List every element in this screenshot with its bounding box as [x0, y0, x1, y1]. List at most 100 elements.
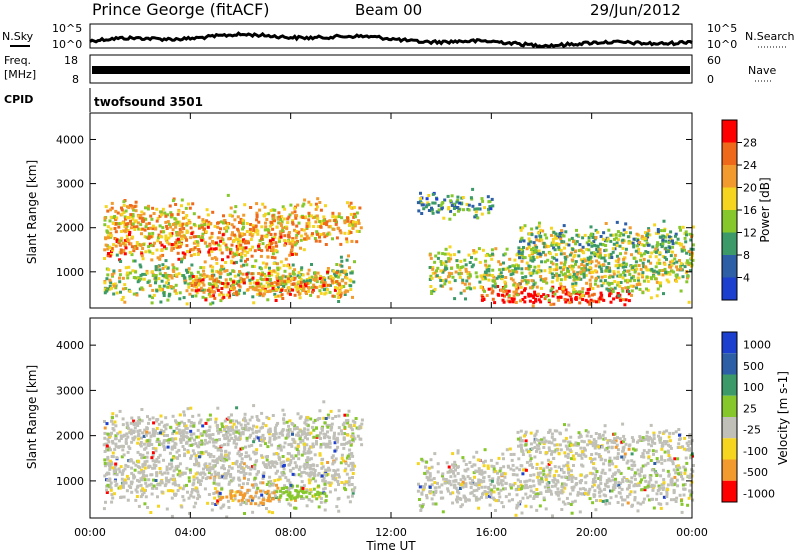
heatmap-cell [585, 291, 589, 295]
heatmap-cell [176, 212, 180, 216]
heatmap-cell [557, 273, 561, 277]
heatmap-cell [164, 247, 168, 251]
heatmap-cell [635, 283, 639, 287]
heatmap-cell [583, 266, 587, 270]
heatmap-cell [125, 234, 129, 238]
heatmap-cell [615, 241, 619, 245]
heatmap-cell [480, 485, 484, 489]
heatmap-cell [517, 246, 521, 250]
heatmap-cell [422, 487, 426, 491]
heatmap-cell [293, 206, 297, 210]
heatmap-cell [653, 223, 657, 227]
heatmap-cell [674, 273, 678, 277]
heatmap-cell [331, 281, 334, 285]
heatmap-cell [177, 430, 181, 434]
heatmap-cell [337, 289, 341, 293]
heatmap-cell [124, 287, 128, 290]
heatmap-cell [480, 294, 484, 298]
heatmap-cell [238, 434, 242, 437]
heatmap-cell [529, 265, 533, 268]
heatmap-cell [542, 279, 545, 283]
heatmap-cell [240, 457, 244, 461]
nsky-label: N.Sky [2, 30, 34, 43]
heatmap-cell [123, 252, 127, 256]
heatmap-cell [354, 215, 357, 219]
heatmap-cell [185, 431, 189, 435]
heatmap-cell [344, 269, 348, 273]
heatmap-cell [178, 454, 181, 458]
heatmap-cell [297, 468, 301, 472]
heatmap-cell [261, 439, 265, 443]
heatmap-cell [181, 432, 185, 436]
heatmap-cell [476, 216, 480, 220]
heatmap-cell [263, 274, 267, 278]
heatmap-cell [562, 240, 566, 244]
heatmap-cell [532, 250, 536, 254]
heatmap-cell [481, 277, 485, 281]
heatmap-cell [556, 487, 560, 491]
heatmap-cell [201, 295, 205, 299]
heatmap-cell [595, 248, 599, 251]
heatmap-cell [233, 252, 237, 256]
heatmap-cell [351, 472, 355, 475]
heatmap-cell [687, 300, 691, 304]
heatmap-cell [230, 436, 234, 440]
heatmap-cell [185, 441, 188, 445]
heatmap-cell [237, 292, 241, 296]
heatmap-cell [144, 225, 148, 229]
heatmap-cell [293, 243, 297, 247]
heatmap-cell [299, 284, 303, 288]
heatmap-cell [244, 241, 247, 245]
heatmap-cell [328, 423, 332, 427]
heatmap-cell [504, 495, 508, 499]
heatmap-cell [197, 248, 201, 252]
heatmap-cell [135, 293, 139, 297]
heatmap-cell [245, 436, 249, 440]
heatmap-cell [206, 213, 210, 217]
heatmap-cell [452, 471, 455, 475]
heatmap-cell [116, 211, 120, 215]
heatmap-cell [109, 486, 113, 490]
heatmap-cell [554, 253, 558, 257]
heatmap-cell [596, 244, 600, 248]
heatmap-cell [123, 478, 127, 482]
heatmap-cell [642, 265, 646, 269]
heatmap-cell [468, 261, 472, 264]
heatmap-cell [310, 425, 314, 429]
heatmap-cell [212, 464, 216, 468]
heatmap-cell [277, 294, 281, 298]
heatmap-cell [178, 233, 182, 237]
heatmap-cell [619, 471, 623, 475]
heatmap-cell [213, 278, 217, 282]
heatmap-cell [599, 279, 603, 283]
heatmap-cell [175, 422, 179, 426]
heatmap-cell [599, 489, 603, 493]
heatmap-cell [290, 240, 294, 244]
heatmap-cell [301, 439, 305, 442]
heatmap-cell [689, 261, 693, 265]
heatmap-cell [324, 417, 328, 420]
heatmap-cell [575, 233, 579, 237]
heatmap-cell [160, 243, 164, 247]
heatmap-cell [350, 271, 354, 275]
heatmap-cell [238, 232, 242, 236]
heatmap-cell [658, 251, 662, 255]
heatmap-cell [270, 284, 274, 287]
heatmap-cell [212, 290, 216, 294]
heatmap-cell [315, 231, 319, 235]
heatmap-cell [283, 239, 286, 243]
heatmap-cell [204, 298, 208, 302]
heatmap-cell [150, 217, 154, 221]
heatmap-cell [498, 495, 502, 499]
heatmap-cell [192, 235, 196, 239]
heatmap-cell [322, 476, 326, 480]
heatmap-cell [534, 298, 538, 301]
heatmap-cell [121, 276, 125, 280]
heatmap-cell [217, 482, 221, 486]
heatmap-cell [169, 225, 173, 229]
heatmap-cell [652, 274, 656, 278]
heatmap-cell [264, 221, 267, 225]
heatmap-cell [442, 261, 446, 265]
heatmap-cell [198, 472, 202, 476]
heatmap-cell [231, 288, 235, 291]
